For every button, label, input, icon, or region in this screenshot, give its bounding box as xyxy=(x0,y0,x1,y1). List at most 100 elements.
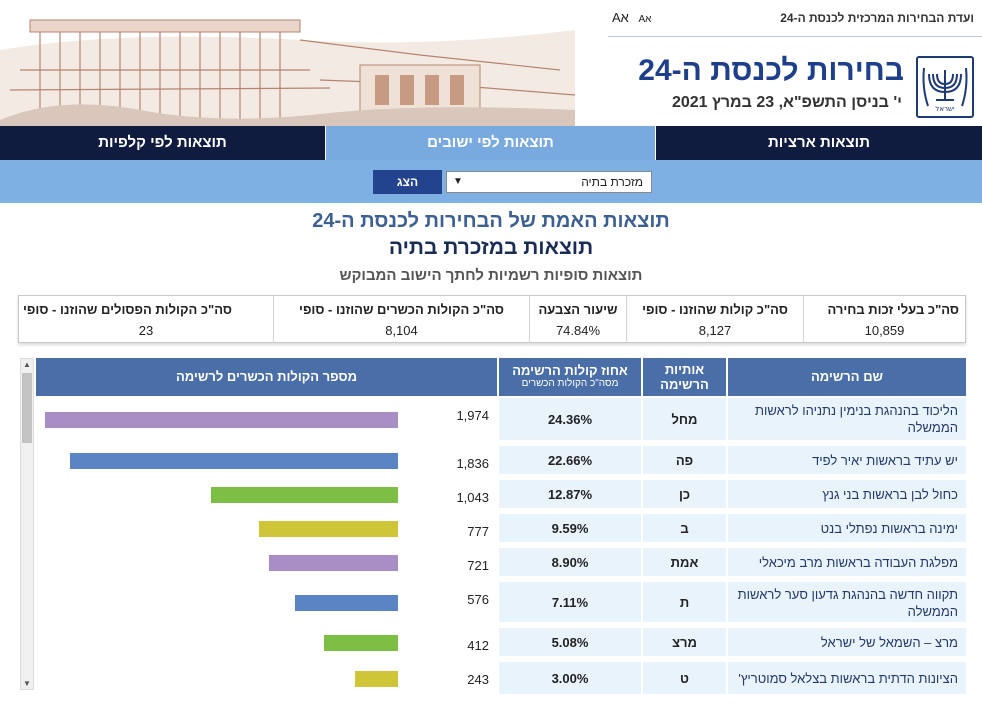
summary-value: 74.84% xyxy=(555,323,601,338)
list-letters: ת xyxy=(643,582,726,624)
vote-count-cell: 1,836 xyxy=(36,446,497,476)
top-strip: ועדת הבחירות המרכזית לכנסת ה-24 Aא Aא xyxy=(0,0,982,36)
locality-heading: תוצאות במזכרת בתיה xyxy=(388,236,594,259)
list-name: ימינה בראשות נפתלי בנט xyxy=(728,514,966,544)
chevron-down-icon: ▼ xyxy=(453,176,463,187)
vote-bar xyxy=(259,521,398,537)
vote-count: 1,974 xyxy=(456,408,489,423)
summary-value: 8,104 xyxy=(385,323,418,338)
summary-turnout: שיעור הצבעה 74.84% xyxy=(529,296,626,342)
summary-box: סה"כ בעלי זכות בחירה 10,859 סה"כ קולות ש… xyxy=(18,295,966,343)
summary-label: סה"כ קולות שהוזנו - סופי xyxy=(642,302,788,317)
vote-bar xyxy=(211,487,398,503)
summary-label: סה"כ הקולות הפסולים שהוזנו - סופי xyxy=(23,302,232,317)
table-row: מרצ – השמאל של ישראל מרצ 5.08% 412 xyxy=(36,628,966,660)
knesset-illustration xyxy=(0,10,575,126)
list-percent: 22.66% xyxy=(499,446,641,476)
show-button[interactable]: הצג xyxy=(373,170,442,194)
vote-count-cell: 1,043 xyxy=(36,480,497,510)
table-row: מפלגת העבודה בראשות מרב מיכאלי אמת 8.90% 72… xyxy=(36,548,966,580)
summary-label: שיעור הצבעה xyxy=(538,302,618,317)
tab-national-results[interactable]: תוצאות ארציות xyxy=(768,134,870,151)
tab-results-by-ballot-box[interactable]: תוצאות לפי קלפיות xyxy=(98,134,227,151)
locality-select-value: מזכרת בתיה xyxy=(581,175,643,189)
vote-count-cell: 576 xyxy=(36,582,497,624)
vote-bar xyxy=(324,635,398,651)
page-title: בחירות לכנסת ה-24 xyxy=(638,54,904,87)
results-heading: תוצאות האמת של הבחירות לכנסת ה-24 xyxy=(312,210,670,232)
results-scrollbar[interactable]: ▲ ▼ xyxy=(20,358,34,690)
vote-count: 243 xyxy=(467,672,489,687)
list-letters: ב xyxy=(643,514,726,544)
committee-name: ועדת הבחירות המרכזית לכנסת ה-24 xyxy=(780,11,974,25)
list-percent: 8.90% xyxy=(499,548,641,578)
summary-value: 8,127 xyxy=(698,323,732,338)
list-name: מפלגת העבודה בראשות מרב מיכאלי xyxy=(728,548,966,578)
table-row: יש עתיד בראשות יאיר לפיד פה 22.66% 1,836 xyxy=(36,446,966,478)
summary-value: 23 xyxy=(138,323,154,338)
vote-count-cell: 1,974 xyxy=(36,398,497,442)
list-percent: 3.00% xyxy=(499,662,641,696)
list-name: מרצ – השמאל של ישראל xyxy=(728,628,966,658)
list-name: הציונות הדתית בראשות בצלאל סמוטריץ' xyxy=(728,662,966,696)
list-letters: כן xyxy=(643,480,726,510)
list-name: כחול לבן בראשות בני גנץ xyxy=(728,480,966,510)
vote-count: 1,836 xyxy=(456,456,489,471)
vote-bar xyxy=(70,453,398,469)
vote-bar xyxy=(355,671,398,687)
vote-count: 576 xyxy=(467,592,489,607)
locality-selector-bar: מזכרת בתיה ▼ הצג xyxy=(0,160,982,203)
table-row: הליכוד בהנהגת בנימין נתניהו לראשות הממשל… xyxy=(36,398,966,444)
results-note: תוצאות סופיות רשמיות לחתך הישוב המבוקש xyxy=(339,267,643,284)
summary-valid-votes: סה"כ הקולות הכשרים שהוזנו - סופי 8,104 xyxy=(273,296,529,342)
header-vote-count: מספר הקולות הכשרים לרשימה xyxy=(36,358,497,396)
table-row: ימינה בראשות נפתלי בנט ב 9.59% 777 xyxy=(36,514,966,546)
list-letters: ט xyxy=(643,662,726,696)
scroll-up-icon[interactable]: ▲ xyxy=(23,360,31,369)
vote-count-cell: 777 xyxy=(36,514,497,544)
list-name: תקווה חדשה בהנהגת גדעון סער לראשות הממשל… xyxy=(728,582,966,624)
vote-count-cell: 412 xyxy=(36,628,497,658)
table-row: תקווה חדשה בהנהגת גדעון סער לראשות הממשל… xyxy=(36,582,966,626)
list-percent: 5.08% xyxy=(499,628,641,658)
vote-count: 1,043 xyxy=(456,490,489,505)
header-list-letters: אותיות הרשימה xyxy=(643,358,726,396)
header-list-name: שם הרשימה xyxy=(728,358,966,396)
election-date: י' בניסן התשפ"א, 23 במרץ 2021 xyxy=(671,94,902,111)
font-size-controls: Aא Aא xyxy=(612,10,657,25)
font-large-button[interactable]: Aא xyxy=(612,10,629,25)
list-percent: 24.36% xyxy=(499,398,641,442)
vote-count: 777 xyxy=(467,524,489,539)
main-tabs: תוצאות ארציות תוצאות לפי ישובים תוצאות ל… xyxy=(0,126,982,160)
list-letters: מרצ xyxy=(643,628,726,658)
summary-value: 10,859 xyxy=(864,323,905,338)
summary-label: סה"כ בעלי זכות בחירה xyxy=(827,302,959,317)
vote-count-cell: 243 xyxy=(36,662,497,696)
summary-invalid-votes: סה"כ הקולות הפסולים שהוזנו - סופי 23 xyxy=(19,296,273,342)
scroll-down-icon[interactable]: ▼ xyxy=(23,679,31,688)
list-letters: מחל xyxy=(643,398,726,442)
table-row: הציונות הדתית בראשות בצלאל סמוטריץ' ט 3.00… xyxy=(36,662,966,698)
list-percent: 12.87% xyxy=(499,480,641,510)
vote-bar xyxy=(45,412,398,428)
list-letters: אמת xyxy=(643,548,726,578)
header-list-percent: אחוז קולות הרשימה מסה"כ הקולות הכשרים xyxy=(499,358,641,396)
vote-count: 721 xyxy=(467,558,489,573)
vote-count: 412 xyxy=(467,638,489,653)
font-small-button[interactable]: Aא xyxy=(638,14,652,25)
list-name: הליכוד בהנהגת בנימין נתניהו לראשות הממשל… xyxy=(728,398,966,442)
locality-select[interactable]: מזכרת בתיה ▼ xyxy=(446,171,652,193)
list-percent: 9.59% xyxy=(499,514,641,544)
table-row: כחול לבן בראשות בני גנץ כן 12.87% 1,043 xyxy=(36,480,966,512)
summary-eligible: סה"כ בעלי זכות בחירה 10,859 xyxy=(803,296,965,342)
emblem-caption: ישראל xyxy=(935,105,955,113)
summary-votes-entered: סה"כ קולות שהוזנו - סופי 8,127 xyxy=(626,296,803,342)
list-percent: 7.11% xyxy=(499,582,641,624)
vote-bar xyxy=(295,595,398,611)
tab-results-by-locality[interactable]: תוצאות לפי ישובים xyxy=(325,126,656,160)
vote-bar xyxy=(269,555,398,571)
list-letters: פה xyxy=(643,446,726,476)
list-name: יש עתיד בראשות יאיר לפיד xyxy=(728,446,966,476)
scrollbar-thumb[interactable] xyxy=(22,373,32,443)
header-divider xyxy=(608,36,982,37)
